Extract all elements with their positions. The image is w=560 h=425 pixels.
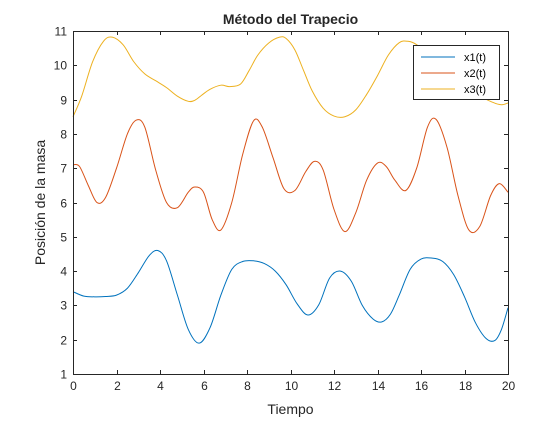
y-tick-label: 2 xyxy=(60,334,67,348)
x-tick-label: 0 xyxy=(70,379,77,393)
series-line-1 xyxy=(72,249,509,344)
y-tick-label: 10 xyxy=(54,59,68,73)
x-tick-label: 10 xyxy=(285,379,299,393)
x-tick-label: 12 xyxy=(328,379,342,393)
x-tick-label: 18 xyxy=(459,379,473,393)
y-tick-label: 9 xyxy=(60,94,67,108)
y-tick-label: 4 xyxy=(60,265,67,279)
legend-label-2: x2(t) xyxy=(464,68,486,80)
x-axis-label: Tiempo xyxy=(267,401,313,417)
x-tick-label: 6 xyxy=(201,379,208,393)
x-tick-label: 16 xyxy=(415,379,429,393)
legend-label-3: x3(t) xyxy=(464,84,486,96)
y-tick-label: 11 xyxy=(55,25,68,39)
chart-title: Método del Trapecio xyxy=(223,11,358,27)
legend-label-1: x1(t) xyxy=(464,52,486,64)
y-tick-label: 5 xyxy=(60,231,67,245)
y-tick-label: 8 xyxy=(60,128,67,142)
x-tick-label: 20 xyxy=(502,379,516,393)
legend: x1(t) x2(t) x3(t) xyxy=(413,45,500,100)
y-tick-label: 7 xyxy=(60,162,67,176)
x-tick-label: 4 xyxy=(157,379,164,393)
y-tick-label: 1 xyxy=(60,368,67,382)
y-tick-label: 6 xyxy=(60,197,67,211)
y-axis-label: Posición de la masa xyxy=(32,140,48,266)
y-tick-label: 3 xyxy=(60,299,67,313)
series-line-2 xyxy=(72,117,509,234)
x-tick-label: 8 xyxy=(244,379,251,393)
x-tick-label: 2 xyxy=(114,379,121,393)
x-tick-label: 14 xyxy=(372,379,386,393)
